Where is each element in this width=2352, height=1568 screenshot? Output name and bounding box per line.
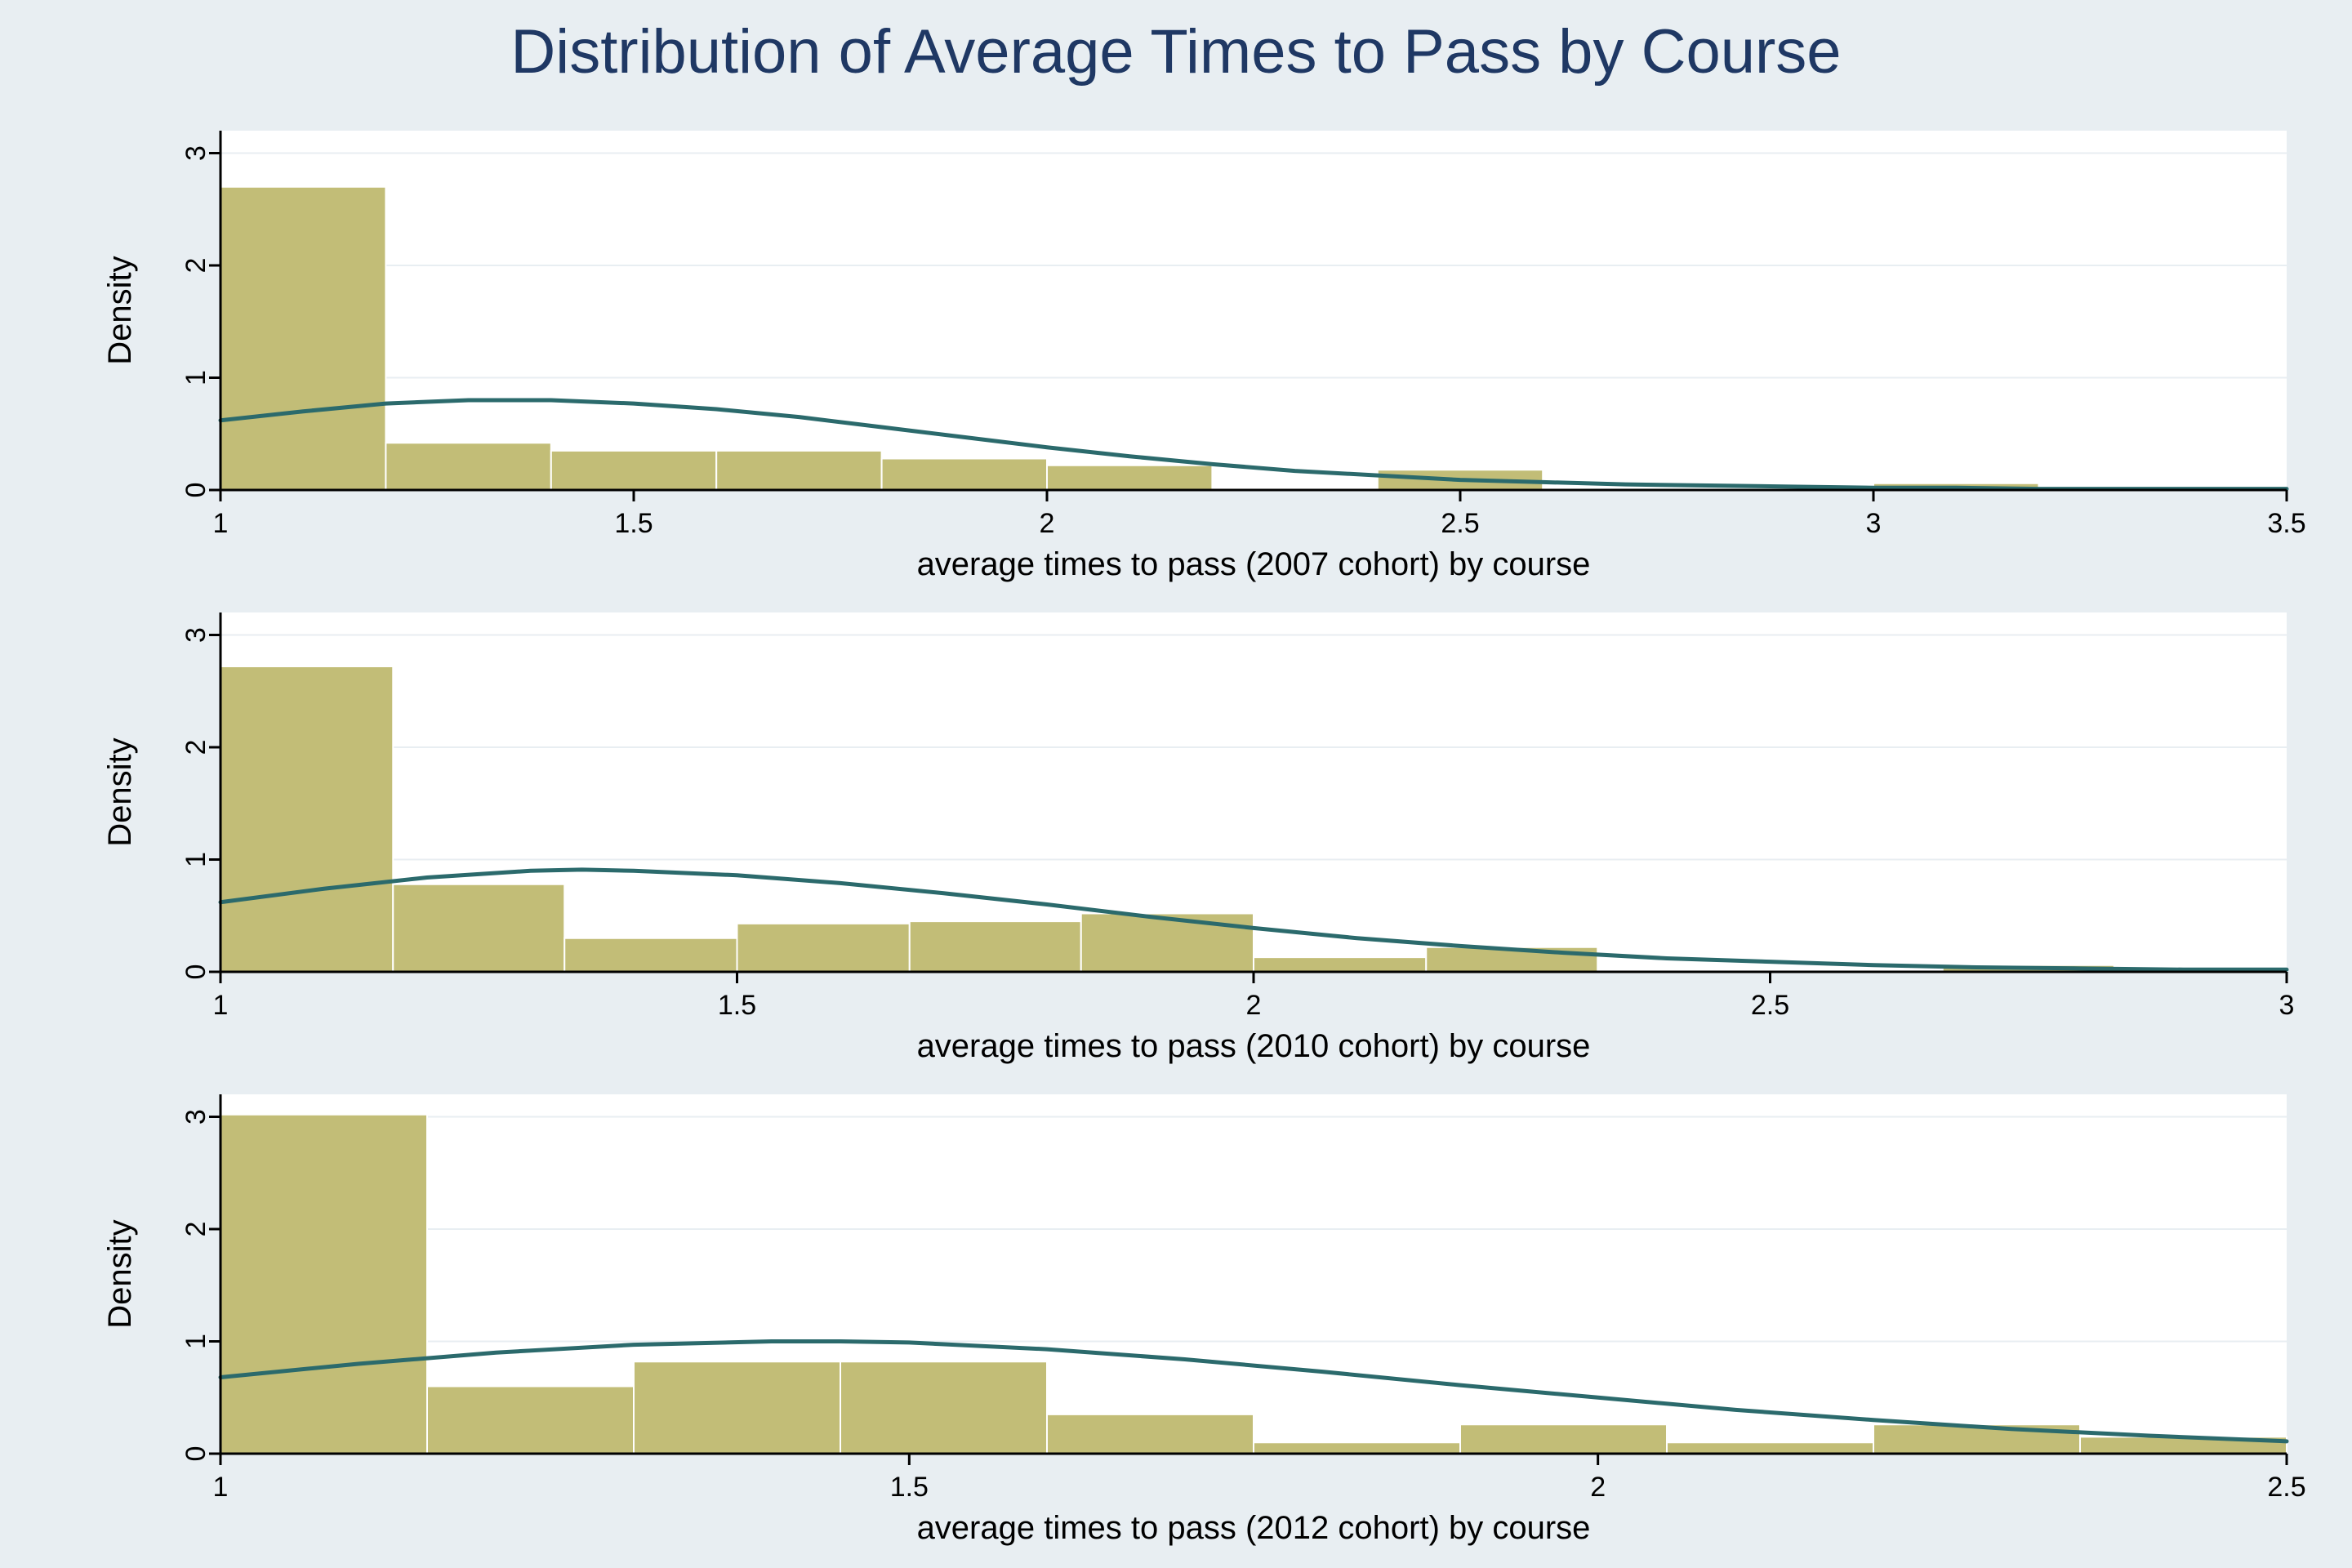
panels-container: 11.522.533.50123average times to pass (2…: [0, 114, 2352, 1560]
histogram-bar: [1047, 466, 1212, 490]
x-tick-label: 2: [1040, 508, 1055, 539]
histogram-bar: [910, 921, 1081, 972]
x-tick-label: 3: [1866, 508, 1882, 539]
histogram-bar: [220, 666, 393, 972]
y-tick-label: 3: [180, 627, 212, 643]
histogram-bar: [564, 938, 737, 972]
x-tick-label: 3.5: [2267, 508, 2305, 539]
histogram-bar: [551, 451, 716, 490]
chart-svg-0: 11.522.533.50123average times to pass (2…: [33, 114, 2319, 596]
histogram-bar: [737, 924, 910, 972]
histogram-bar: [1081, 914, 1254, 973]
chart-page: Distribution of Average Times to Pass by…: [0, 0, 2352, 1568]
y-tick-label: 3: [180, 1109, 212, 1125]
plot-background: [220, 131, 2287, 490]
chart-svg-1: 11.522.530123average times to pass (2010…: [33, 596, 2319, 1078]
x-tick-label: 3: [2279, 990, 2295, 1021]
x-tick-label: 2.5: [1441, 508, 1479, 539]
y-tick-label: 0: [180, 1446, 212, 1462]
chart-panel-1: 11.522.530123average times to pass (2010…: [33, 596, 2319, 1078]
y-tick-label: 1: [180, 852, 212, 867]
y-tick-label: 1: [180, 370, 212, 385]
histogram-bar: [716, 451, 881, 490]
y-axis-title: Density: [102, 256, 138, 364]
histogram-bar: [1254, 957, 1426, 972]
x-tick-label: 1: [213, 1472, 229, 1503]
histogram-bar: [427, 1387, 634, 1454]
y-tick-label: 2: [180, 1222, 212, 1237]
y-tick-label: 3: [180, 145, 212, 161]
x-tick-label: 1: [213, 990, 229, 1021]
x-tick-label: 1: [213, 508, 229, 539]
y-axis-title: Density: [102, 737, 138, 846]
histogram-bar: [385, 443, 550, 490]
chart-title: Distribution of Average Times to Pass by…: [0, 16, 2352, 87]
histogram-bar: [393, 884, 564, 972]
x-axis-title: average times to pass (2007 cohort) by c…: [917, 546, 1591, 582]
y-tick-label: 2: [180, 740, 212, 755]
x-axis-title: average times to pass (2010 cohort) by c…: [917, 1028, 1591, 1064]
x-tick-label: 2.5: [1751, 990, 1789, 1021]
histogram-bar: [634, 1361, 840, 1454]
histogram-bar: [840, 1361, 1047, 1454]
histogram-bar: [220, 1115, 427, 1454]
y-tick-label: 0: [180, 483, 212, 498]
chart-svg-2: 11.522.50123average times to pass (2012 …: [33, 1078, 2319, 1560]
histogram-bar: [1460, 1424, 1667, 1454]
y-axis-title: Density: [102, 1219, 138, 1328]
y-tick-label: 0: [180, 964, 212, 980]
histogram-bar: [220, 187, 385, 490]
chart-panel-0: 11.522.533.50123average times to pass (2…: [33, 114, 2319, 596]
y-tick-label: 2: [180, 258, 212, 274]
x-tick-label: 2.5: [2267, 1472, 2305, 1503]
x-tick-label: 1.5: [890, 1472, 929, 1503]
y-tick-label: 1: [180, 1334, 212, 1349]
histogram-bar: [1047, 1414, 1254, 1454]
chart-panel-2: 11.522.50123average times to pass (2012 …: [33, 1078, 2319, 1560]
histogram-bar: [1254, 1442, 1460, 1454]
histogram-bar: [882, 459, 1047, 491]
x-tick-label: 1.5: [718, 990, 756, 1021]
x-tick-label: 2: [1246, 990, 1262, 1021]
x-axis-title: average times to pass (2012 cohort) by c…: [917, 1510, 1591, 1546]
histogram-bar: [1667, 1442, 1873, 1454]
x-tick-label: 2: [1590, 1472, 1606, 1503]
x-tick-label: 1.5: [614, 508, 653, 539]
